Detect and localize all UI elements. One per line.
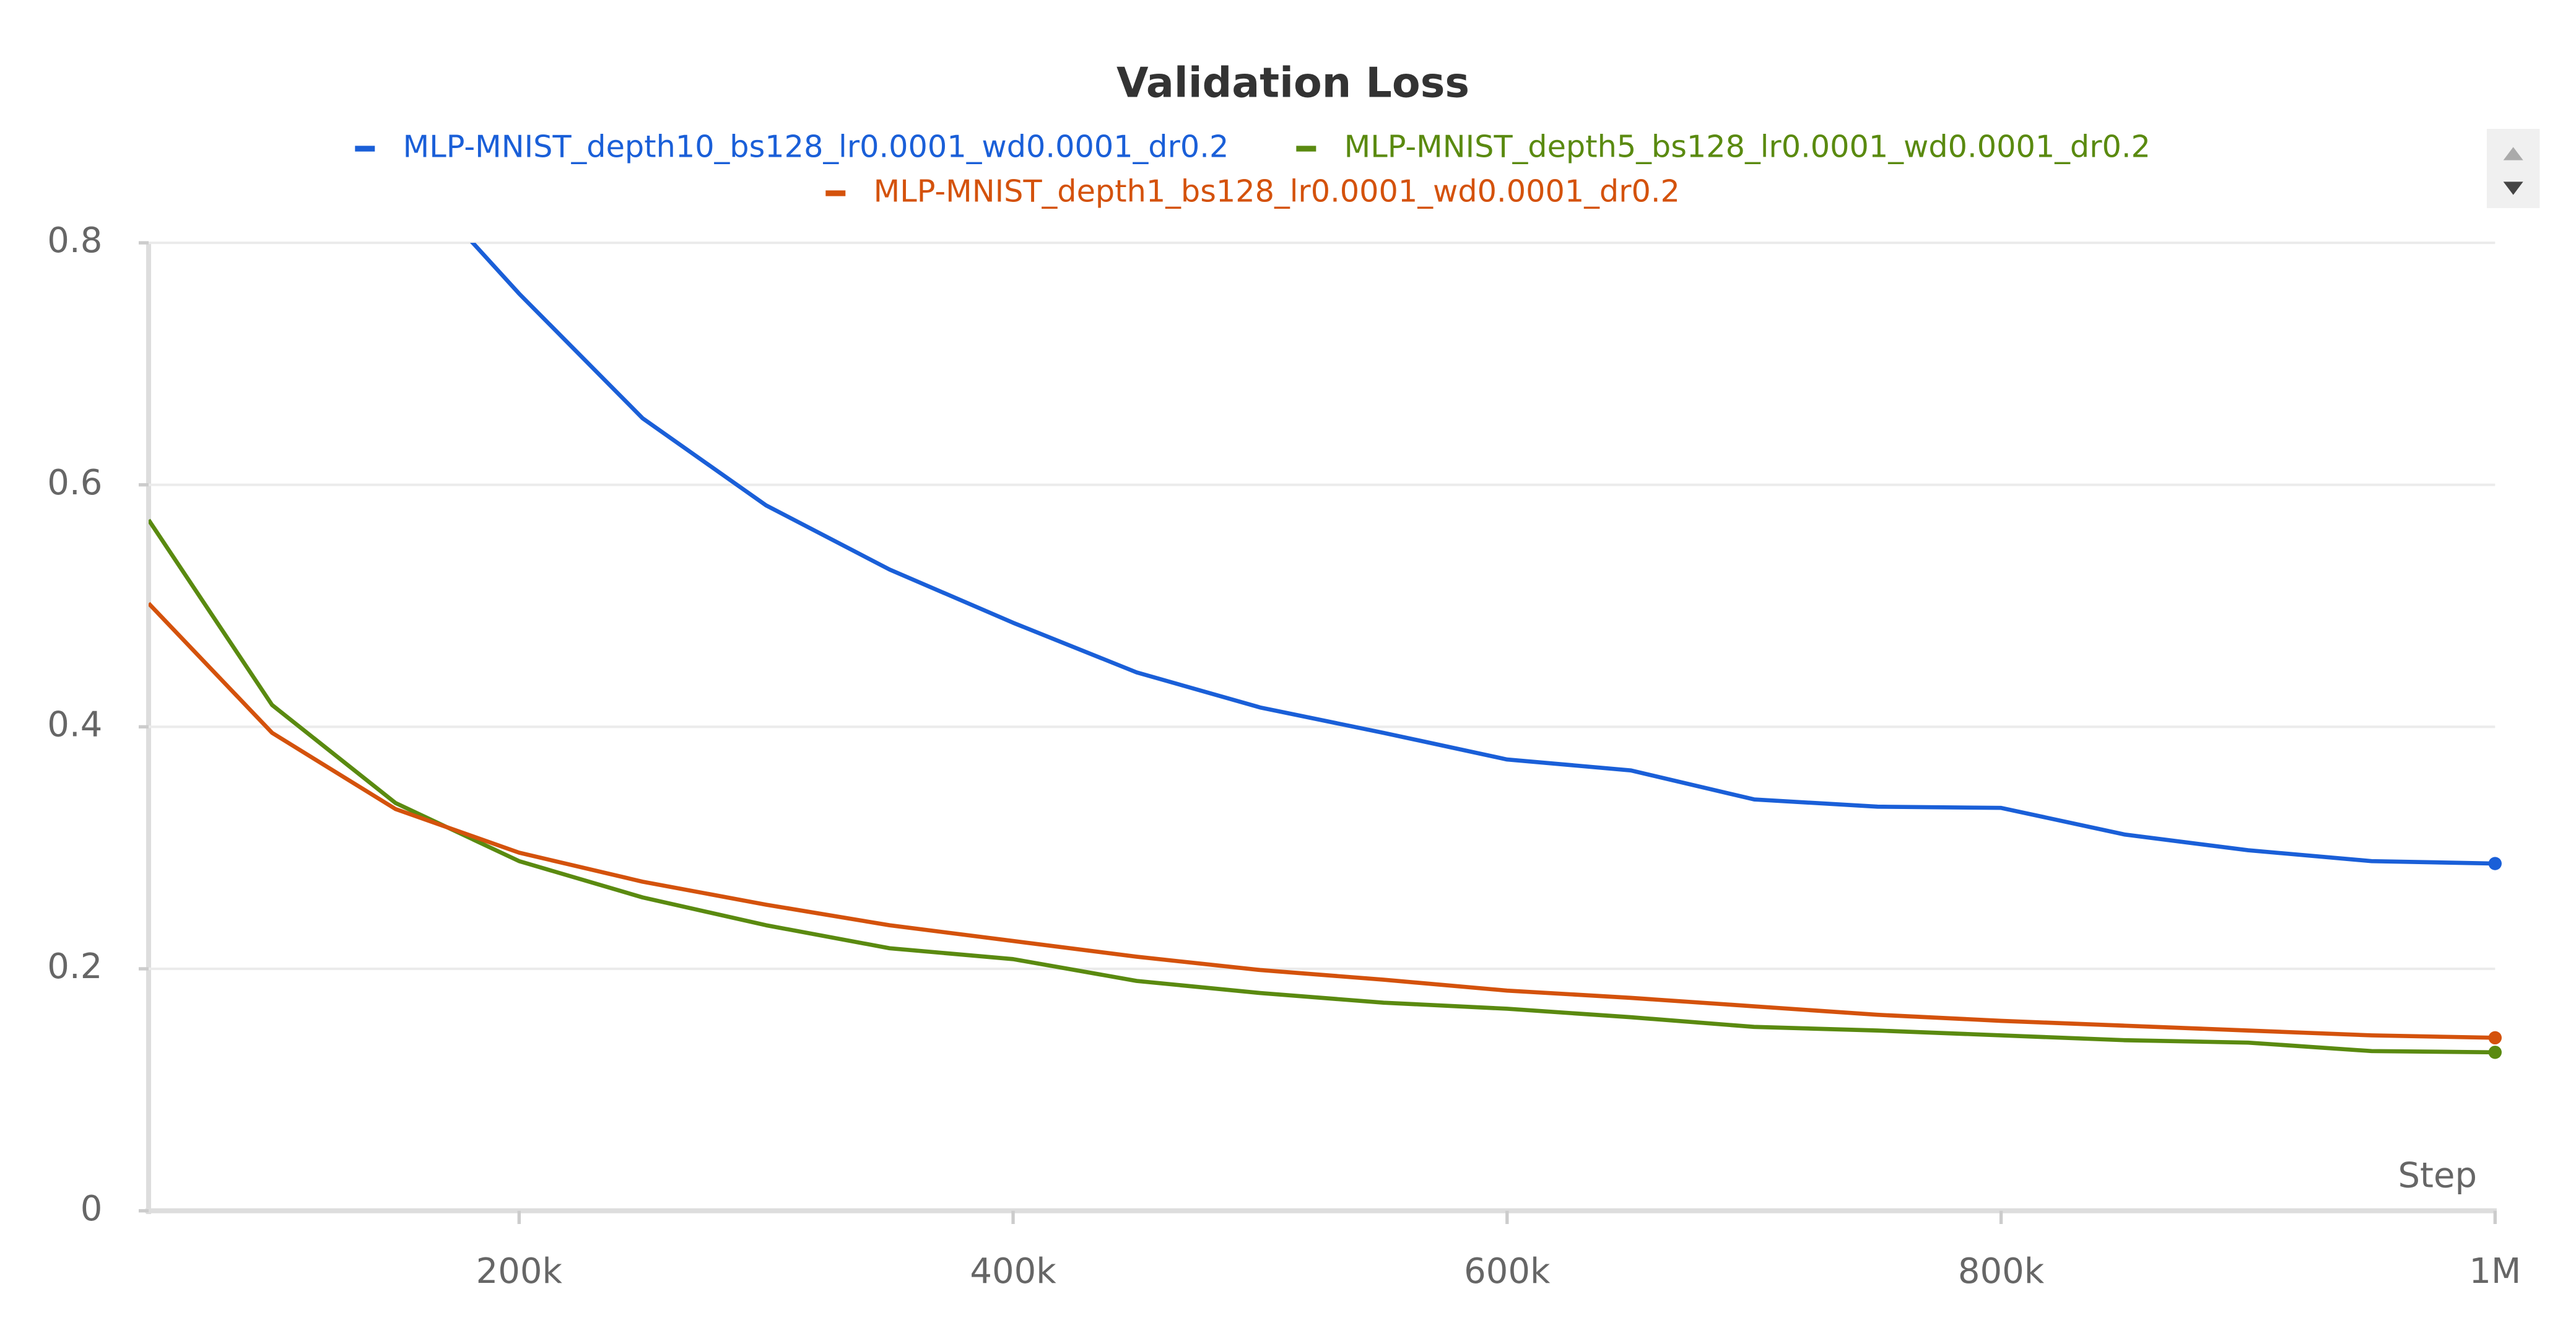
legend-label: MLP-MNIST_depth5_bs128_lr0.0001_wd0.0001… <box>1344 129 2151 165</box>
legend-label: MLP-MNIST_depth10_bs128_lr0.0001_wd0.000… <box>403 129 1229 165</box>
legend-label: MLP-MNIST_depth1_bs128_lr0.0001_wd0.0001… <box>874 173 1680 209</box>
y-tick-label: 0.8 <box>47 221 102 261</box>
end-point <box>2488 1046 2502 1059</box>
x-axis-label: Step <box>2398 1155 2477 1196</box>
y-tick-label: 0.6 <box>47 463 102 503</box>
end-point <box>2488 857 2502 870</box>
x-tick-label: 400k <box>970 1251 1056 1292</box>
x-tick-label: 600k <box>1464 1251 1551 1292</box>
x-tick-label: 800k <box>1958 1251 2045 1292</box>
legend-scroll[interactable] <box>2487 129 2540 208</box>
plot-area <box>149 243 2496 1055</box>
scroll-down[interactable] <box>2503 181 2523 195</box>
x-tick-label: 1M <box>2469 1251 2521 1292</box>
y-tick-label: 0.2 <box>47 947 102 987</box>
scroll-up[interactable] <box>2503 147 2523 160</box>
chart-title: Validation Loss <box>1116 59 1469 107</box>
scroll-box <box>2487 129 2540 208</box>
series-line <box>149 601 2496 1040</box>
series-line <box>470 243 2496 866</box>
x-tick-label: 200k <box>476 1251 563 1292</box>
end-point <box>2488 1031 2502 1045</box>
series-line <box>149 518 2496 1055</box>
y-tick-label: 0.4 <box>47 704 102 745</box>
y-tick-label: 0 <box>80 1189 103 1229</box>
